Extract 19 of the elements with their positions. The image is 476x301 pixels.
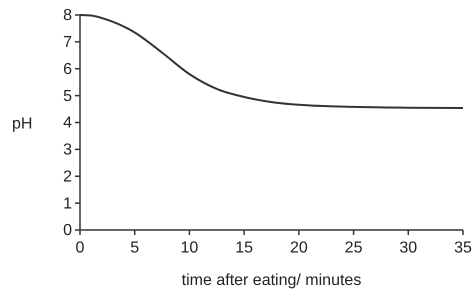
y-tick-label: 4 bbox=[63, 114, 72, 132]
x-tick-label: 20 bbox=[290, 239, 308, 256]
y-tick-label: 6 bbox=[63, 60, 72, 78]
x-tick-label: 35 bbox=[454, 239, 472, 256]
x-tick-label: 10 bbox=[180, 239, 198, 256]
y-tick-label: 5 bbox=[63, 88, 72, 105]
x-tick-label: 5 bbox=[130, 239, 140, 256]
x-tick-label: 25 bbox=[344, 239, 363, 256]
x-axis-title: time after eating/ minutes bbox=[182, 272, 362, 289]
x-tick-label: 30 bbox=[399, 239, 418, 256]
y-tick-label: 2 bbox=[63, 168, 72, 186]
x-tick-label: 0 bbox=[76, 239, 85, 256]
x-tick-label: 15 bbox=[235, 239, 254, 256]
y-tick-label: 3 bbox=[63, 141, 72, 158]
y-tick-label: 7 bbox=[63, 34, 72, 51]
y-axis-title: pH bbox=[12, 116, 32, 132]
y-tick-label: 0 bbox=[63, 222, 72, 240]
y-tick-label: 8 bbox=[63, 7, 72, 24]
y-tick-label: 1 bbox=[63, 195, 72, 212]
